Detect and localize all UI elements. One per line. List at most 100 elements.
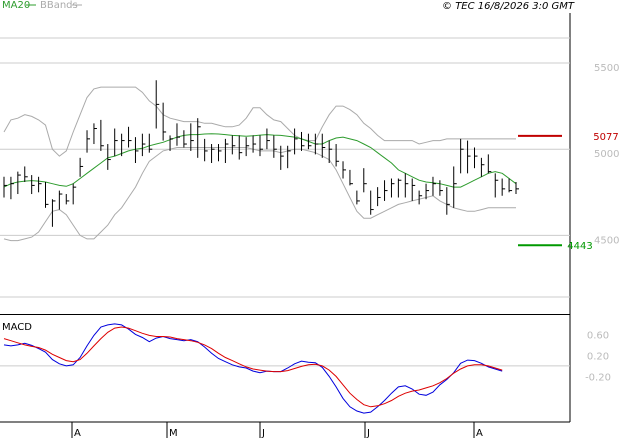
ohlc-bar — [204, 138, 208, 162]
copyright-label: © TEC 16/8/2026 3:0 GMT — [442, 1, 575, 12]
ohlc-bar — [45, 181, 49, 208]
ohlc-bar — [134, 137, 139, 163]
ohlc-bar — [252, 135, 257, 153]
ohlc-bar — [473, 147, 478, 169]
ohlc-bar — [342, 161, 347, 179]
ohlc-bar — [397, 178, 402, 198]
bbands-legend: BBands — [40, 0, 78, 11]
price-tick-label: 4500 — [594, 235, 619, 246]
ohlc-bar — [72, 183, 77, 205]
ohlc-bar — [100, 119, 104, 151]
signal-line — [3, 326, 503, 408]
ohlc-bar — [176, 123, 180, 146]
price-panel-frame — [0, 13, 570, 313]
ma20-legend: MA20 — [2, 0, 30, 11]
ohlc-bar — [148, 133, 153, 153]
ohlc-bar — [107, 144, 111, 170]
ohlc-bar — [508, 178, 513, 193]
macd-tick-label: -0.20 — [585, 372, 611, 383]
x-tick-label: A — [476, 428, 483, 439]
ohlc-bar — [411, 178, 416, 201]
macd-line — [3, 323, 503, 414]
ohlc-bar — [121, 133, 125, 157]
ohlc-bar — [467, 140, 471, 174]
ma20-line — [3, 133, 517, 188]
axis-labels: 5500 5000 4500 0.60 0.20 -0.20 A M J J A — [71, 63, 619, 439]
grid-lines — [0, 37, 570, 367]
ohlc-bar — [31, 175, 35, 195]
ohlc-bar — [501, 178, 506, 196]
ohlc-bar — [38, 176, 42, 193]
ohlc-bar — [211, 144, 215, 163]
ohlc-bar — [404, 173, 409, 198]
ohlc-bar — [314, 133, 319, 155]
bbands-lower-line — [3, 147, 516, 242]
ohlc-bar — [93, 123, 97, 145]
macd-tick-label: 0.20 — [587, 351, 609, 362]
ohlc-bar — [515, 181, 519, 195]
ohlc-bar — [162, 102, 167, 141]
ohlc-bar — [432, 176, 436, 196]
price-tick-label: 5500 — [594, 63, 619, 74]
ohlc-bar — [384, 180, 388, 201]
macd-layer — [3, 323, 503, 414]
ohlc-bar — [231, 135, 236, 155]
ohlc-bar — [266, 128, 270, 150]
macd-title: MACD — [2, 322, 32, 333]
ohlc-bar — [238, 135, 243, 160]
ohlc-bar — [197, 118, 201, 158]
ohlc-bar — [460, 138, 464, 174]
macd-tick-label: 0.60 — [587, 330, 609, 341]
ohlc-bar — [307, 133, 312, 150]
ohlc-bar — [418, 190, 423, 205]
ohlc-bars — [3, 80, 519, 227]
ohlc-bar — [425, 183, 430, 200]
ohlc-bar — [356, 190, 360, 205]
ohlc-bar — [217, 144, 222, 162]
ohlc-bar — [245, 137, 250, 157]
price-tick-label: 5000 — [594, 149, 619, 160]
ohlc-bar — [190, 123, 194, 151]
ohlc-bar — [10, 176, 14, 200]
ohlc-bar — [363, 168, 367, 193]
ohlc-bar — [128, 126, 132, 148]
ohlc-bar — [494, 173, 499, 198]
ohlc-bar — [65, 194, 70, 205]
ohlc-bar — [79, 157, 84, 177]
ohlc-bar — [453, 166, 457, 208]
level-label: 4443 — [567, 241, 592, 252]
ohlc-bar — [328, 140, 333, 163]
ohlc-bar — [58, 190, 63, 210]
x-tick-label: J — [261, 428, 265, 439]
x-tick-label: A — [74, 428, 81, 439]
ohlc-bar — [349, 169, 353, 186]
ohlc-bar — [183, 130, 187, 148]
ohlc-bar — [287, 145, 291, 169]
ohlc-bar — [390, 178, 395, 198]
x-tick-label: J — [366, 428, 370, 439]
ohlc-bar — [335, 144, 340, 167]
ohlc-bar — [51, 199, 56, 227]
ohlc-bar — [446, 187, 450, 215]
ohlc-bar — [480, 157, 485, 177]
level-lines: 5077 4443 — [518, 132, 619, 252]
ma20-layer — [3, 133, 517, 188]
ohlc-bar — [273, 135, 277, 158]
ohlc-bar — [377, 187, 381, 207]
ohlc-bar — [280, 145, 284, 170]
ohlc-bar — [487, 154, 492, 174]
ohlc-bar — [17, 171, 21, 195]
bbands-upper-line — [3, 86, 516, 157]
ohlc-bar — [169, 135, 174, 151]
bbands-layer — [3, 86, 516, 242]
ohlc-bar — [370, 190, 374, 215]
ohlc-bar — [321, 133, 326, 158]
ohlc-bar — [224, 138, 229, 163]
ohlc-bar — [24, 166, 28, 182]
level-label: 5077 — [593, 132, 618, 143]
ohlc-bar — [86, 130, 91, 153]
ohlc-bar — [141, 133, 146, 157]
x-tick-label: M — [169, 428, 178, 439]
ohlc-bar — [259, 135, 263, 157]
